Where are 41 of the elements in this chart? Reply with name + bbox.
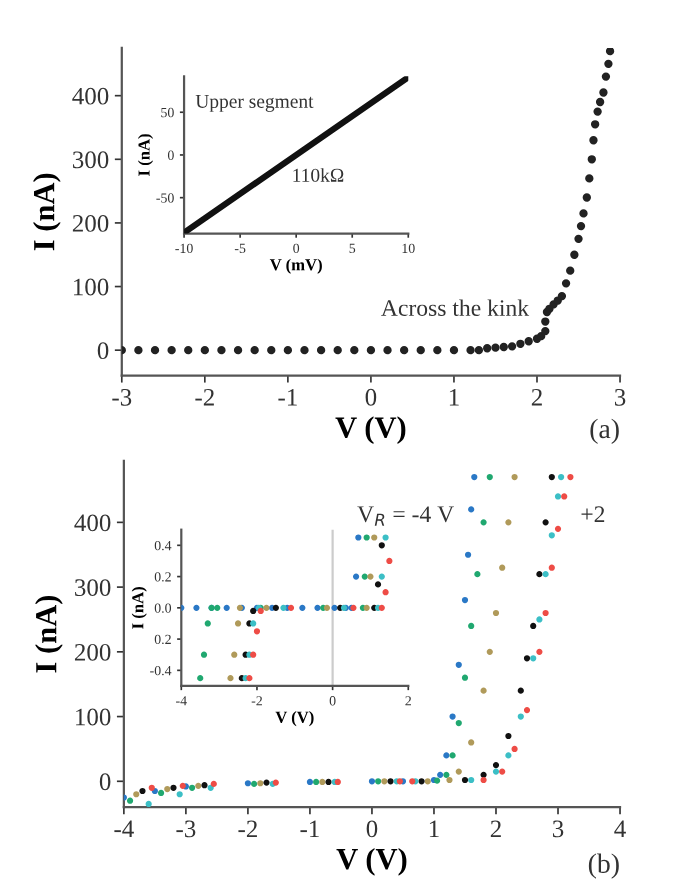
y-tick-label: 0 bbox=[97, 342, 109, 360]
y-tick-label: 100 bbox=[73, 278, 109, 296]
y-axis-title: I (nA) bbox=[35, 595, 63, 673]
y-tick-label: 300 bbox=[75, 579, 111, 597]
y-tick-label: 200 bbox=[74, 643, 111, 661]
annotation: 110kΩ bbox=[293, 168, 344, 182]
x-tick-label: -1 bbox=[278, 388, 297, 406]
x-tick-label: -2 bbox=[238, 820, 257, 838]
x-tick-label: 0 bbox=[365, 388, 377, 406]
x-axis-title: V (V) bbox=[336, 847, 407, 876]
y-tick-label: 300 bbox=[72, 151, 109, 169]
annotation: +2 bbox=[581, 506, 605, 522]
annotation: V$_{R}$ = -4 V bbox=[357, 506, 454, 526]
x-tick-label: -1 bbox=[300, 820, 319, 838]
x-tick-label: -4 bbox=[114, 820, 134, 838]
x-tick-label: -2 bbox=[195, 388, 214, 406]
x-tick-label: 3 bbox=[552, 820, 564, 838]
y-axis-title: I (nA) bbox=[131, 587, 147, 629]
x-tick-label: 4 bbox=[614, 820, 626, 838]
x-axis-title: V (mV) bbox=[269, 258, 322, 274]
x-axis-title: V (V) bbox=[275, 711, 314, 727]
text: (a) bbox=[590, 418, 619, 444]
x-tick-label: -3 bbox=[176, 820, 196, 838]
y-tick-label: 0 bbox=[99, 773, 111, 791]
x-tick-label: 2 bbox=[490, 820, 501, 838]
annotation: Across the kink bbox=[381, 299, 530, 316]
x-axis-title: V (V) bbox=[335, 416, 406, 445]
x-tick-label: 1 bbox=[449, 388, 459, 406]
x-tick-label: 2 bbox=[531, 388, 542, 406]
x-tick-label: -3 bbox=[112, 388, 132, 406]
y-axis-title: I (nA) bbox=[137, 134, 154, 176]
y-tick-label: 200 bbox=[72, 214, 109, 232]
y-tick-label: 400 bbox=[72, 87, 109, 105]
y-tick-label: 100 bbox=[76, 708, 111, 726]
x-tick-label: 3 bbox=[614, 388, 626, 406]
x-tick-label: 1 bbox=[429, 820, 439, 838]
y-axis-title: I (nA) bbox=[32, 173, 61, 251]
y-tick-label: 400 bbox=[74, 514, 111, 532]
annotation: Upper segment bbox=[195, 94, 314, 112]
text: (b) bbox=[588, 853, 619, 879]
x-tick-label: 0 bbox=[366, 820, 378, 838]
